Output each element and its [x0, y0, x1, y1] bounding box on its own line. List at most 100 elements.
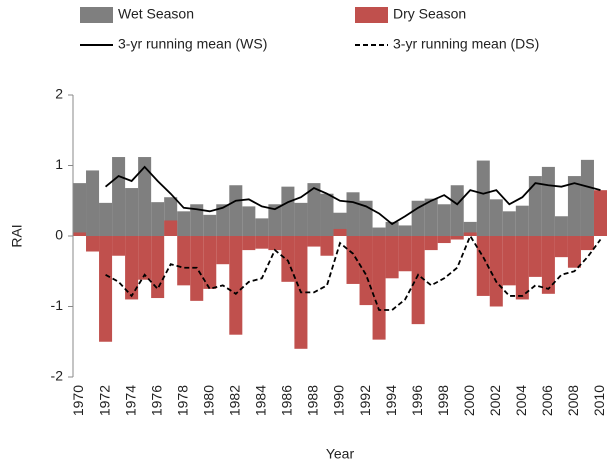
- bar: [190, 204, 204, 236]
- bar: [281, 236, 295, 282]
- running-mean-line: [105, 234, 602, 311]
- x-tick-label: 1974: [122, 385, 138, 416]
- bar: [489, 236, 503, 307]
- bar: [424, 198, 438, 236]
- x-tick-label: 1994: [383, 385, 399, 416]
- legend-label: 3-yr running mean (WS): [118, 36, 267, 52]
- y-tick-label: 1: [55, 156, 63, 172]
- bar: [229, 185, 243, 236]
- bar: [567, 236, 581, 268]
- bar: [437, 236, 451, 244]
- bar: [255, 236, 269, 249]
- bar: [372, 227, 386, 236]
- bar: [502, 211, 516, 236]
- bar: [398, 236, 412, 272]
- bar: [593, 190, 607, 236]
- x-tick-label: 1982: [227, 385, 243, 416]
- bar: [151, 202, 165, 236]
- bar: [398, 225, 412, 236]
- y-tick-label: 0: [55, 227, 63, 243]
- x-tick-label: 2008: [565, 385, 581, 416]
- legend-swatch: [355, 7, 388, 23]
- x-tick-label: 1990: [331, 385, 347, 416]
- bar: [151, 236, 165, 299]
- bar: [450, 185, 464, 236]
- bar: [177, 211, 191, 236]
- bar: [385, 221, 399, 236]
- bar: [112, 236, 126, 256]
- bar: [268, 236, 282, 251]
- bar: [567, 176, 581, 236]
- x-tick-label: 1996: [409, 385, 425, 416]
- x-tick-label: 1988: [305, 385, 321, 416]
- bar: [86, 236, 100, 252]
- bar: [528, 236, 542, 277]
- y-tick-label: -1: [51, 297, 64, 313]
- bar: [346, 192, 360, 236]
- bar: [73, 232, 87, 236]
- x-axis-label: Year: [326, 446, 355, 462]
- x-tick-label: 2006: [539, 385, 555, 416]
- legend-label: 3-yr running mean (DS): [393, 36, 539, 52]
- bar: [229, 236, 243, 335]
- bar: [359, 200, 373, 236]
- x-tick-label: 2004: [513, 385, 529, 416]
- bar: [268, 204, 282, 236]
- y-tick-label: -2: [51, 368, 64, 384]
- bar: [372, 236, 386, 340]
- bar: [476, 160, 490, 236]
- bar: [112, 157, 126, 236]
- bar: [450, 236, 464, 240]
- bar: [502, 236, 516, 286]
- bar: [333, 228, 347, 236]
- x-tick-label: 2000: [461, 385, 477, 416]
- bar: [307, 236, 321, 247]
- y-tick-label: 2: [55, 86, 63, 102]
- bar: [307, 183, 321, 236]
- bar: [359, 236, 373, 306]
- bar: [554, 236, 568, 258]
- legend-swatch: [80, 7, 113, 23]
- bar: [203, 214, 217, 236]
- bar: [255, 218, 269, 236]
- bar: [489, 199, 503, 236]
- y-axis-label: RAI: [9, 224, 25, 247]
- bar: [177, 236, 191, 286]
- bar: [138, 236, 152, 280]
- bar: [320, 193, 334, 236]
- x-tick-label: 2010: [591, 385, 607, 416]
- bar: [99, 236, 113, 342]
- x-tick-label: 1972: [96, 385, 112, 416]
- bar: [99, 202, 113, 236]
- bar: [541, 166, 555, 236]
- bar: [541, 236, 555, 294]
- x-tick-label: 1998: [435, 385, 451, 416]
- bar: [203, 236, 217, 289]
- bar: [138, 157, 152, 236]
- bar: [385, 236, 399, 279]
- x-tick-label: 1986: [279, 385, 295, 416]
- x-tick-label: 1980: [200, 385, 216, 416]
- x-tick-label: 1970: [70, 385, 86, 416]
- bar: [424, 236, 438, 251]
- bar: [86, 170, 100, 236]
- bar: [216, 204, 230, 236]
- bar: [73, 183, 87, 236]
- bar: [320, 236, 334, 256]
- bar: [164, 220, 178, 236]
- bar: [411, 236, 425, 325]
- bar: [580, 159, 594, 236]
- x-tick-label: 2002: [487, 385, 503, 416]
- bar: [294, 202, 308, 236]
- bar: [528, 176, 542, 236]
- bar: [216, 236, 230, 265]
- legend-label: Dry Season: [393, 6, 466, 22]
- bar: [463, 232, 477, 236]
- bar: [515, 205, 529, 236]
- x-tick-label: 1978: [174, 385, 190, 416]
- bar: [242, 206, 256, 236]
- bar: [346, 236, 360, 284]
- running-mean-line: [104, 165, 601, 226]
- bar: [437, 204, 451, 236]
